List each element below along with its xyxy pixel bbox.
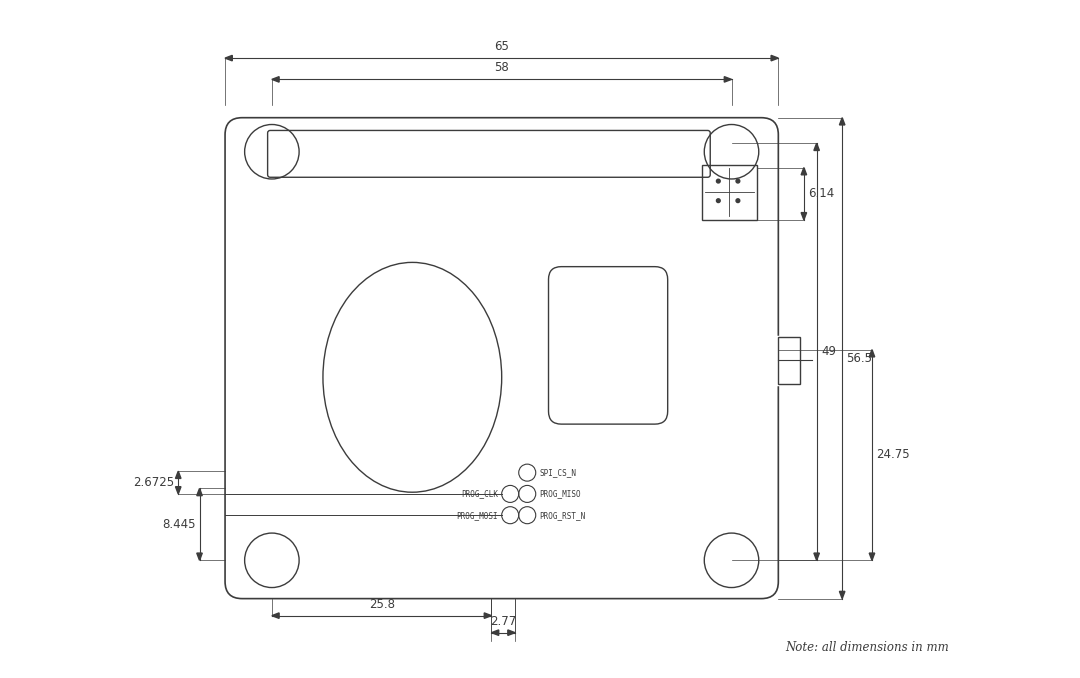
- Text: Note: all dimensions in mm: Note: all dimensions in mm: [785, 641, 948, 654]
- Polygon shape: [814, 553, 820, 560]
- Text: PROG_MISO: PROG_MISO: [539, 490, 581, 498]
- Polygon shape: [869, 553, 875, 560]
- Polygon shape: [839, 591, 845, 599]
- Text: 6.14: 6.14: [808, 187, 835, 200]
- Polygon shape: [508, 630, 515, 635]
- Polygon shape: [272, 613, 279, 618]
- Text: 56.5: 56.5: [847, 352, 873, 365]
- Polygon shape: [484, 613, 491, 618]
- Polygon shape: [839, 118, 845, 125]
- Polygon shape: [725, 77, 731, 82]
- Text: 25.8: 25.8: [368, 597, 394, 610]
- Polygon shape: [491, 630, 499, 635]
- Text: 65: 65: [495, 40, 509, 53]
- FancyBboxPatch shape: [779, 337, 799, 384]
- Polygon shape: [175, 471, 181, 479]
- Text: PROG_CLK: PROG_CLK: [461, 490, 498, 498]
- Circle shape: [716, 199, 720, 203]
- Polygon shape: [197, 488, 202, 496]
- Polygon shape: [197, 553, 202, 560]
- Circle shape: [737, 199, 740, 203]
- Text: PROG_MOSI: PROG_MOSI: [457, 511, 498, 520]
- Text: 24.75: 24.75: [876, 448, 909, 462]
- Polygon shape: [801, 167, 807, 175]
- Text: PROG_RST_N: PROG_RST_N: [539, 511, 585, 520]
- Text: 49: 49: [821, 345, 836, 358]
- Circle shape: [716, 179, 720, 183]
- Text: 2.6725: 2.6725: [133, 476, 174, 489]
- Polygon shape: [801, 213, 807, 220]
- Text: 58: 58: [495, 61, 509, 75]
- Polygon shape: [771, 56, 779, 61]
- Polygon shape: [814, 143, 820, 151]
- Bar: [702, 165, 757, 220]
- Text: 8.445: 8.445: [162, 518, 195, 531]
- Polygon shape: [869, 350, 875, 357]
- Text: 2.77: 2.77: [490, 614, 516, 628]
- Polygon shape: [175, 487, 181, 494]
- Text: SPI_CS_N: SPI_CS_N: [539, 468, 576, 477]
- Circle shape: [737, 179, 740, 183]
- Polygon shape: [225, 56, 232, 61]
- Polygon shape: [272, 77, 279, 82]
